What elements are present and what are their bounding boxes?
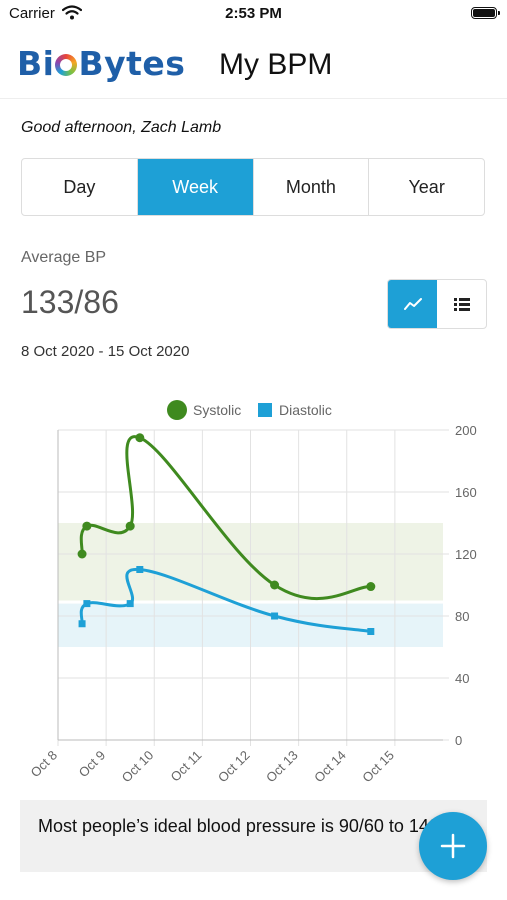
y-tick-label: 120	[455, 547, 477, 562]
chart-view-button[interactable]	[388, 280, 437, 328]
status-bar: Carrier 2:53 PM	[0, 0, 507, 30]
x-tick-label: Oct 9	[76, 748, 109, 781]
x-tick-label: Oct 12	[215, 748, 253, 786]
legend-diastolic-swatch	[258, 403, 272, 417]
logo-ring-icon	[55, 54, 78, 76]
average-bp-value: 133/86	[21, 284, 119, 320]
y-tick-label: 80	[455, 609, 469, 624]
legend-diastolic-label: Diastolic	[279, 402, 332, 418]
view-toggle	[387, 279, 487, 329]
systolic-point	[125, 521, 135, 531]
diastolic-point	[271, 612, 279, 620]
x-tick-label: Oct 15	[359, 748, 397, 786]
info-box: Most people’s ideal blood pressure is 90…	[20, 800, 487, 872]
battery-icon	[471, 7, 500, 19]
bp-chart: 0 40 80 120 160 200 Oct 8 Oct 9 Oct 10 Oct 11 Oct …	[28, 400, 477, 786]
tab-month[interactable]: Month	[254, 159, 370, 215]
systolic-point	[77, 549, 87, 559]
x-tick-label: Oct 13	[263, 748, 301, 786]
tab-day[interactable]: Day	[22, 159, 138, 215]
list-view-button[interactable]	[437, 280, 486, 328]
logo-text-start: Bi	[17, 44, 55, 83]
add-reading-button[interactable]	[419, 812, 487, 880]
tab-year[interactable]: Year	[408, 176, 445, 197]
diastolic-point	[367, 628, 375, 635]
greeting-text: Good afternoon, Zach Lamb	[21, 119, 222, 136]
diastolic-point	[136, 566, 144, 573]
systolic-point	[135, 433, 145, 443]
period-selector: Day Week Month Year	[21, 158, 485, 216]
wifi-icon	[62, 5, 82, 20]
page-title: My BPM	[219, 48, 333, 81]
diastolic-point	[126, 600, 134, 608]
legend-systolic-label: Systolic	[193, 402, 241, 418]
line-chart-icon	[403, 298, 422, 310]
x-tick-label: Oct 10	[119, 748, 157, 786]
systolic-point	[366, 582, 376, 592]
diastolic-point	[78, 620, 86, 628]
x-tick-label: Oct 14	[311, 748, 349, 786]
systolic-point	[82, 521, 92, 531]
logo-text-end: Bytes	[78, 44, 186, 83]
y-tick-label: 0	[455, 733, 462, 748]
diastolic-point	[83, 600, 91, 608]
ideal-bp-text: Most people’s ideal blood pressure is 90…	[38, 816, 469, 836]
legend-systolic-swatch	[167, 400, 187, 420]
tab-week[interactable]: Week	[137, 159, 254, 215]
x-tick-label: Oct 11	[167, 748, 204, 785]
date-range: 8 Oct 2020 - 15 Oct 2020	[21, 343, 190, 360]
x-tick-label: Oct 8	[28, 748, 61, 781]
list-icon	[453, 297, 470, 311]
y-tick-label: 160	[455, 485, 477, 500]
biobytes-logo: Bi Bytes	[17, 44, 185, 83]
carrier-label: Carrier	[9, 5, 55, 22]
plus-icon	[440, 833, 466, 859]
systolic-point	[270, 580, 280, 590]
clock: 2:53 PM	[225, 5, 282, 22]
average-bp-label: Average BP	[21, 249, 107, 266]
app-header: Bi Bytes My BPM	[0, 30, 507, 99]
y-tick-label: 200	[455, 423, 477, 438]
y-tick-label: 40	[455, 671, 469, 686]
